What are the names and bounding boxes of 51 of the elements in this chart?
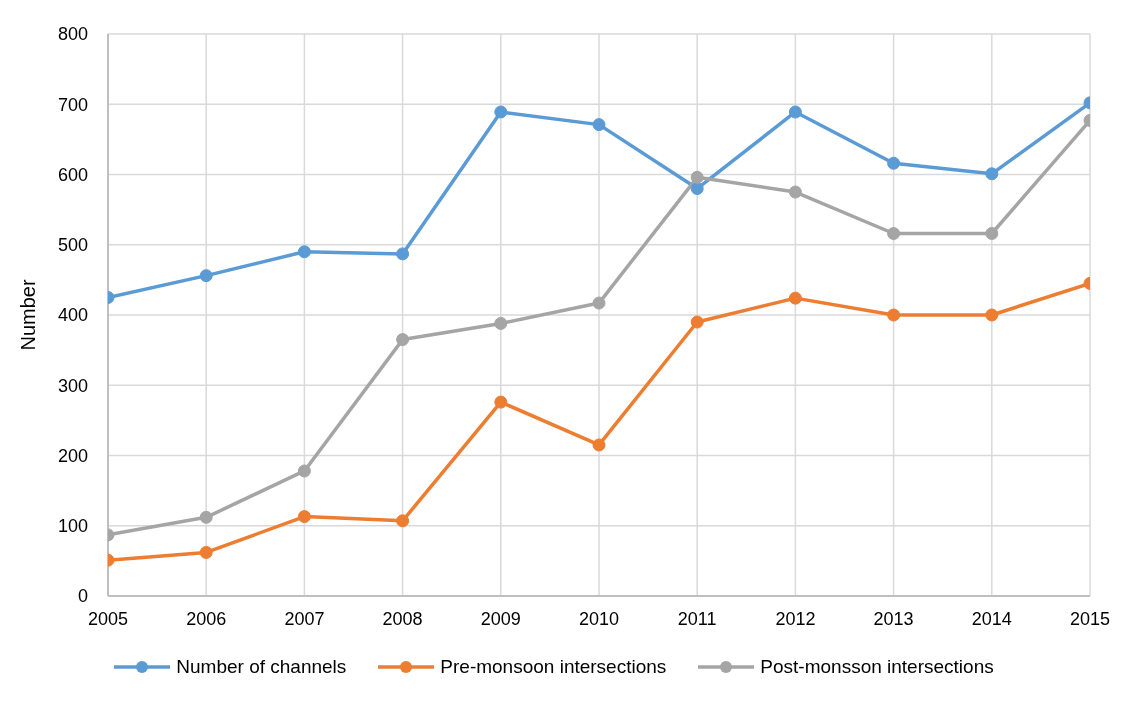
point bbox=[494, 105, 508, 119]
x-tick-label: 2013 bbox=[873, 608, 914, 629]
point bbox=[494, 395, 508, 409]
point bbox=[592, 438, 606, 452]
point bbox=[985, 308, 999, 322]
point bbox=[297, 510, 311, 524]
y-tick-label: 700 bbox=[57, 94, 88, 115]
point bbox=[199, 269, 213, 283]
y-tick-label: 600 bbox=[57, 164, 88, 185]
x-tick-label: 2009 bbox=[480, 608, 521, 629]
x-tick-label: 2006 bbox=[186, 608, 227, 629]
legend-label: Post-monsson intersections bbox=[760, 656, 994, 678]
point bbox=[494, 316, 508, 330]
y-tick-label: 0 bbox=[77, 586, 88, 607]
x-tick-label: 2015 bbox=[1069, 608, 1111, 629]
x-tick-label: 2007 bbox=[284, 608, 325, 629]
y-tick-label: 300 bbox=[57, 375, 88, 396]
point bbox=[297, 245, 311, 259]
x-tick-label: 2008 bbox=[382, 608, 423, 629]
point bbox=[199, 545, 213, 559]
point bbox=[788, 185, 802, 199]
y-tick-label: 200 bbox=[57, 445, 88, 466]
point bbox=[985, 167, 999, 181]
point bbox=[396, 247, 410, 261]
x-tick-label: 2014 bbox=[971, 608, 1012, 629]
point bbox=[396, 514, 410, 528]
point bbox=[887, 227, 901, 241]
y-axis-title: Number bbox=[17, 279, 40, 351]
point bbox=[690, 170, 704, 184]
point bbox=[396, 333, 410, 347]
point bbox=[788, 105, 802, 119]
point bbox=[887, 308, 901, 322]
y-tick-label: 400 bbox=[57, 305, 88, 326]
point bbox=[199, 510, 213, 524]
x-tick-label: 2010 bbox=[578, 608, 620, 629]
legend-label: Number of channels bbox=[176, 656, 347, 678]
point bbox=[887, 156, 901, 170]
y-tick-label: 800 bbox=[57, 24, 88, 45]
x-tick-label: 2012 bbox=[775, 608, 816, 629]
y-tick-label: 500 bbox=[57, 235, 88, 256]
point bbox=[690, 182, 704, 196]
x-tick-label: 2005 bbox=[87, 608, 129, 629]
point bbox=[690, 315, 704, 329]
legend-label: Pre-monsoon intersections bbox=[440, 656, 667, 678]
point bbox=[592, 296, 606, 310]
x-tick-label: 2011 bbox=[677, 608, 717, 629]
y-tick-label: 100 bbox=[57, 516, 88, 537]
point bbox=[592, 118, 606, 132]
point bbox=[985, 227, 999, 241]
point bbox=[297, 464, 311, 478]
point bbox=[788, 291, 802, 305]
